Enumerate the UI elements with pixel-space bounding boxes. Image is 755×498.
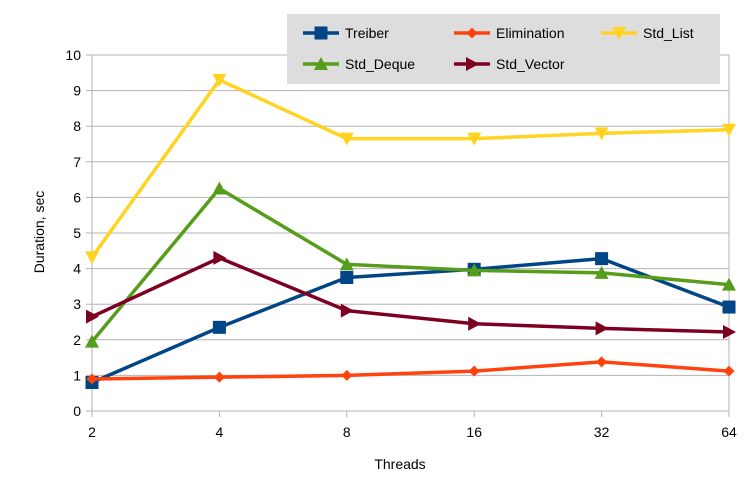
x-tick-label: 32 [594, 424, 610, 440]
series-std-list [85, 73, 736, 265]
legend-swatch-marker [466, 27, 478, 39]
legend-swatch-marker [314, 57, 328, 70]
series-treiber [85, 252, 736, 390]
series-std-vector [86, 250, 736, 339]
y-tick-label: 6 [73, 189, 81, 205]
legend-label: Std_List [643, 25, 694, 41]
std-vector-point [340, 303, 354, 318]
y-tick-label: 0 [73, 403, 81, 419]
series-layer [85, 73, 736, 390]
std-deque-point [467, 263, 482, 277]
elimination-point [596, 356, 608, 368]
elimination-point [468, 365, 480, 377]
std-list-point [594, 127, 609, 141]
std-list-point [722, 123, 736, 137]
y-axis-label: Duration, sec [31, 191, 47, 273]
x-tick-label: 4 [216, 424, 224, 440]
std-deque-point [722, 277, 736, 291]
std-list-point [85, 251, 99, 265]
treiber-point [722, 300, 736, 314]
x-tick-label: 16 [466, 424, 482, 440]
legend-swatch-marker [314, 26, 328, 40]
legend-item-elimination: Elimination [454, 25, 564, 41]
legend: Treiber Elimination Std_List Std_Deque Std_V… [287, 14, 720, 84]
std-deque-line [90, 186, 730, 343]
y-tick-label: 10 [65, 47, 81, 63]
std-vector-line [91, 256, 730, 334]
std-deque-point [594, 265, 609, 279]
legend-item-std-deque: Std_Deque [303, 56, 415, 72]
std-vector-point [595, 321, 609, 336]
y-tick-labels: 0 1 2 3 4 5 6 7 8 9 10 [65, 47, 81, 419]
std-vector-point [86, 309, 99, 324]
std-list-line [90, 78, 730, 259]
legend-item-std-list: Std_List [601, 25, 694, 41]
std-vector-point [213, 250, 227, 265]
x-tick-label: 2 [88, 424, 96, 440]
elimination-point [341, 369, 353, 381]
legend-label: Std_Deque [345, 56, 415, 72]
treiber-point [340, 271, 354, 284]
std-list-point [212, 73, 227, 87]
std-list-point [467, 132, 482, 146]
y-tick-label: 4 [73, 261, 81, 277]
std-list-point [339, 132, 354, 146]
x-tick-labels: 2 4 8 16 32 64 [88, 424, 737, 440]
legend-item-treiber: Treiber [303, 25, 389, 41]
y-tick-label: 8 [73, 118, 81, 134]
y-tick-label: 2 [73, 332, 81, 348]
legend-label: Std_Vector [496, 56, 565, 72]
legend-label: Elimination [496, 25, 564, 41]
series-elimination [86, 356, 735, 385]
elimination-point [723, 365, 735, 377]
y-tick-label: 1 [73, 367, 81, 383]
y-tick-label: 5 [73, 225, 81, 241]
axes [86, 54, 730, 417]
legend-item-std-vector: Std_Vector [454, 56, 565, 72]
std-vector-point [468, 316, 482, 331]
treiber-point [595, 252, 609, 266]
y-tick-label: 9 [73, 83, 81, 99]
elimination-point [213, 371, 225, 383]
legend-swatch-marker [466, 57, 479, 71]
y-tick-label: 3 [73, 296, 81, 312]
elimination-point [86, 373, 98, 385]
grid-lines [92, 54, 729, 412]
legend-background [287, 14, 720, 84]
x-tick-label: 64 [721, 424, 737, 440]
std-deque-point [212, 181, 227, 195]
x-axis-label: Threads [374, 456, 425, 472]
legend-label: Treiber [345, 25, 389, 41]
series-std-deque [85, 181, 736, 348]
x-tick-label: 8 [343, 424, 351, 440]
legend-swatch-marker [612, 27, 626, 40]
std-deque-point [339, 257, 354, 271]
treiber-point [212, 320, 226, 334]
std-vector-point [723, 324, 736, 339]
elimination-line [91, 360, 730, 381]
treiber-line [91, 256, 730, 385]
std-deque-point [85, 334, 99, 348]
y-tick-label: 7 [73, 154, 81, 170]
